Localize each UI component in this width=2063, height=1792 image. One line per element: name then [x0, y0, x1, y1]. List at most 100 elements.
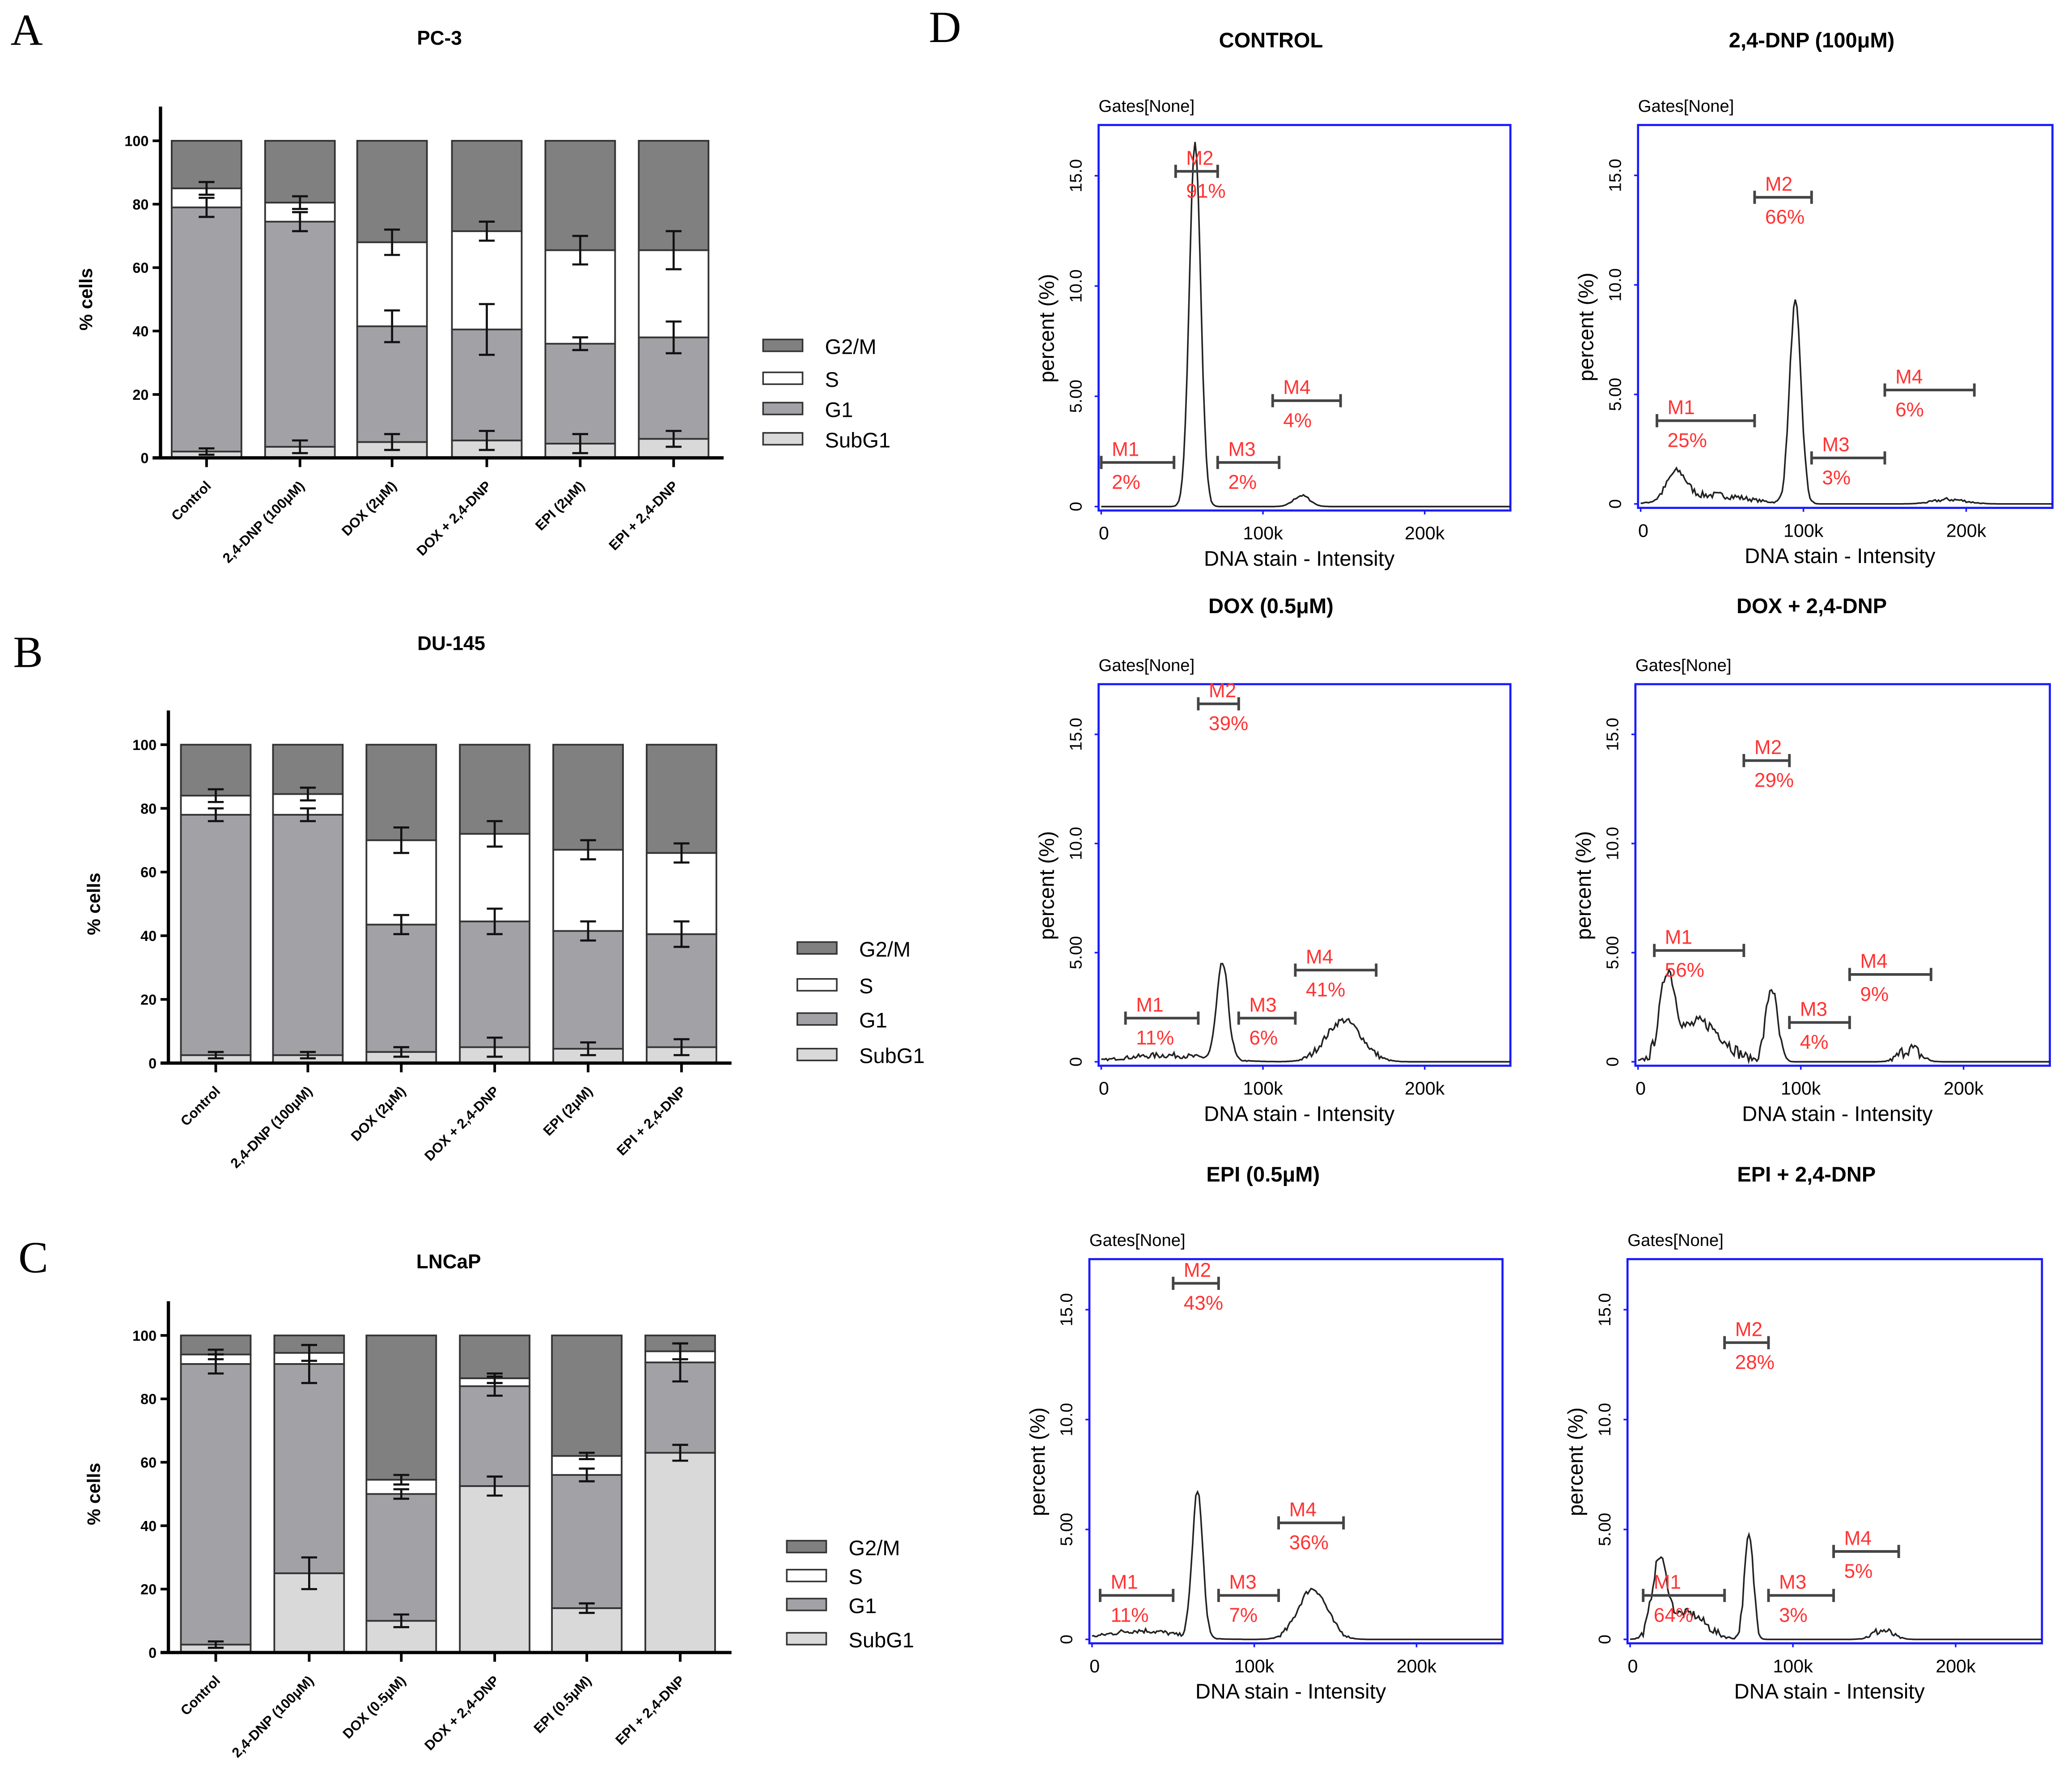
x-tick-label: EPI (2μM) — [540, 1083, 596, 1139]
bar-segment-g1 — [171, 206, 242, 453]
bar-segment-g2m — [180, 744, 252, 796]
y-axis-label: percent (%) — [1572, 831, 1595, 940]
y-tick-label: 5.00 — [1606, 378, 1625, 411]
bar-segment-g2m — [365, 744, 437, 841]
bar-segment-g2m — [365, 1334, 437, 1481]
bar-segment-g2m — [551, 1334, 623, 1457]
gate-percent: 39% — [1209, 713, 1248, 735]
gate-name: M1 — [1665, 927, 1692, 949]
y-tick-label: 0 — [1606, 499, 1625, 508]
gate-percent: 9% — [1860, 983, 1889, 1005]
x-tick-label: 200k — [1397, 1656, 1437, 1676]
gate-name: M2 — [1184, 1259, 1211, 1281]
y-tick-label: 0 — [1066, 1057, 1085, 1067]
y-tick-label: 0 — [1066, 502, 1085, 511]
gate-percent: 2% — [1228, 471, 1257, 493]
legend-label: S — [859, 974, 873, 998]
legend-label: G1 — [849, 1594, 877, 1618]
y-tick-label: 100 — [124, 133, 148, 149]
gate-name: M4 — [1306, 946, 1333, 968]
histogram-panel: EPI (0.5μM) Gates[None] 0 100k 200k 0 5.00 10.0… — [1025, 1162, 1504, 1703]
gate-percent: 6% — [1249, 1027, 1278, 1049]
histogram-curve — [1101, 962, 1511, 1063]
y-tick-label: 80 — [132, 196, 148, 212]
x-tick-label: 100k — [1773, 1656, 1813, 1676]
y-tick-label: 5.00 — [1603, 936, 1622, 969]
histogram-curve — [1630, 1532, 2042, 1640]
bar-segment-s — [552, 849, 624, 932]
bar-segment-g1 — [365, 1493, 437, 1622]
histogram-title: 2,4-DNP (100μM) — [1729, 28, 1895, 52]
bar-segment-g2m — [264, 140, 336, 203]
bar-segment-s — [544, 249, 616, 345]
x-tick-label: 100k — [1783, 520, 1824, 541]
x-tick-label: DOX (0.5μM) — [339, 1673, 409, 1742]
gate-name: M2 — [1209, 680, 1236, 702]
bar-segment-g1 — [273, 1363, 345, 1574]
gates-header: Gates[None] — [1635, 656, 1732, 675]
gate-percent: 29% — [1754, 770, 1794, 792]
panel-letter: A — [11, 5, 43, 55]
bar-segment-g2m — [272, 744, 344, 795]
x-tick-label: 100k — [1243, 523, 1283, 543]
legend-label: SubG1 — [849, 1628, 915, 1652]
legend-label: G1 — [859, 1008, 887, 1032]
histogram-curve — [1640, 299, 2053, 505]
y-tick-label: 10.0 — [1595, 1403, 1614, 1436]
bar-segment-g1 — [365, 924, 437, 1053]
x-tick-label: EPI (2μM) — [532, 478, 588, 534]
bar-segment-g1 — [551, 1474, 623, 1609]
y-tick-label: 20 — [140, 1581, 157, 1597]
y-tick-label: 15.0 — [1057, 1293, 1076, 1326]
legend-label: SubG1 — [825, 428, 891, 452]
x-tick-label: DOX (2μM) — [339, 478, 399, 539]
gate-name: M4 — [1895, 366, 1923, 388]
bar-segment-g2m — [451, 140, 523, 232]
plot-frame — [1634, 683, 2051, 1067]
plot-frame — [1637, 124, 2054, 509]
bar-segment-g1 — [356, 325, 428, 443]
legend-swatch — [796, 978, 838, 992]
histogram-title: CONTROL — [1219, 28, 1323, 52]
bar-segment-g1 — [180, 813, 252, 1056]
legend-swatch — [786, 1597, 827, 1611]
bar-segment-g2m — [171, 140, 242, 190]
y-axis-label: percent (%) — [1574, 272, 1598, 381]
y-tick-label: 40 — [132, 323, 148, 339]
x-tick-label: 2,4-DNP (100μM) — [229, 1673, 317, 1761]
bar-chart-du-145: DU-145 % cells Control 2,4-DNP (100μM) DOX (… — [84, 632, 925, 1171]
histogram-panel: DOX + 2,4-DNP Gates[None] 0 100k 200k 0 5.00 10… — [1572, 594, 2051, 1126]
bar-segment-subg1 — [459, 1485, 531, 1654]
bar-segment-g2m — [459, 744, 531, 835]
x-tick-label: DOX + 2,4-DNP — [421, 1083, 502, 1164]
chart-title: PC-3 — [417, 27, 462, 49]
gate-percent: 64% — [1654, 1604, 1693, 1626]
x-tick-label: 100k — [1781, 1078, 1821, 1099]
bar-segment-g1 — [180, 1363, 252, 1646]
gate-percent: 43% — [1184, 1292, 1223, 1314]
chart-title: LNCaP — [416, 1251, 481, 1273]
gate-name: M3 — [1800, 999, 1827, 1021]
x-tick-label: 100k — [1243, 1078, 1283, 1099]
y-tick-label: 0 — [1057, 1635, 1076, 1644]
panel-letter: D — [929, 2, 961, 52]
plot-frame — [1088, 1258, 1504, 1644]
bar-segment-g1 — [264, 220, 336, 448]
legend-label: SubG1 — [859, 1044, 925, 1068]
y-tick-label: 15.0 — [1606, 159, 1625, 192]
bar-segment-g2m — [544, 140, 616, 251]
y-tick-label: 10.0 — [1057, 1403, 1076, 1436]
x-tick-label: EPI + 2,4-DNP — [614, 1083, 689, 1159]
histogram-title: DOX + 2,4-DNP — [1737, 594, 1887, 618]
gate-percent: 5% — [1844, 1560, 1873, 1582]
gate-name: M3 — [1229, 1572, 1256, 1593]
histogram-panel: CONTROL Gates[None] 0 100k 200k 0 5.00 10.0 15.0… — [1035, 28, 1512, 570]
y-tick-label: 5.00 — [1066, 380, 1085, 413]
y-tick-label: 20 — [140, 992, 157, 1008]
histogram-curve — [1101, 142, 1511, 508]
x-tick-label: DOX (2μM) — [348, 1083, 409, 1144]
legend-swatch — [796, 1048, 838, 1062]
x-tick-label: Control — [178, 1673, 223, 1718]
gate-percent: 25% — [1668, 430, 1707, 452]
y-tick-label: 0 — [148, 1055, 157, 1072]
